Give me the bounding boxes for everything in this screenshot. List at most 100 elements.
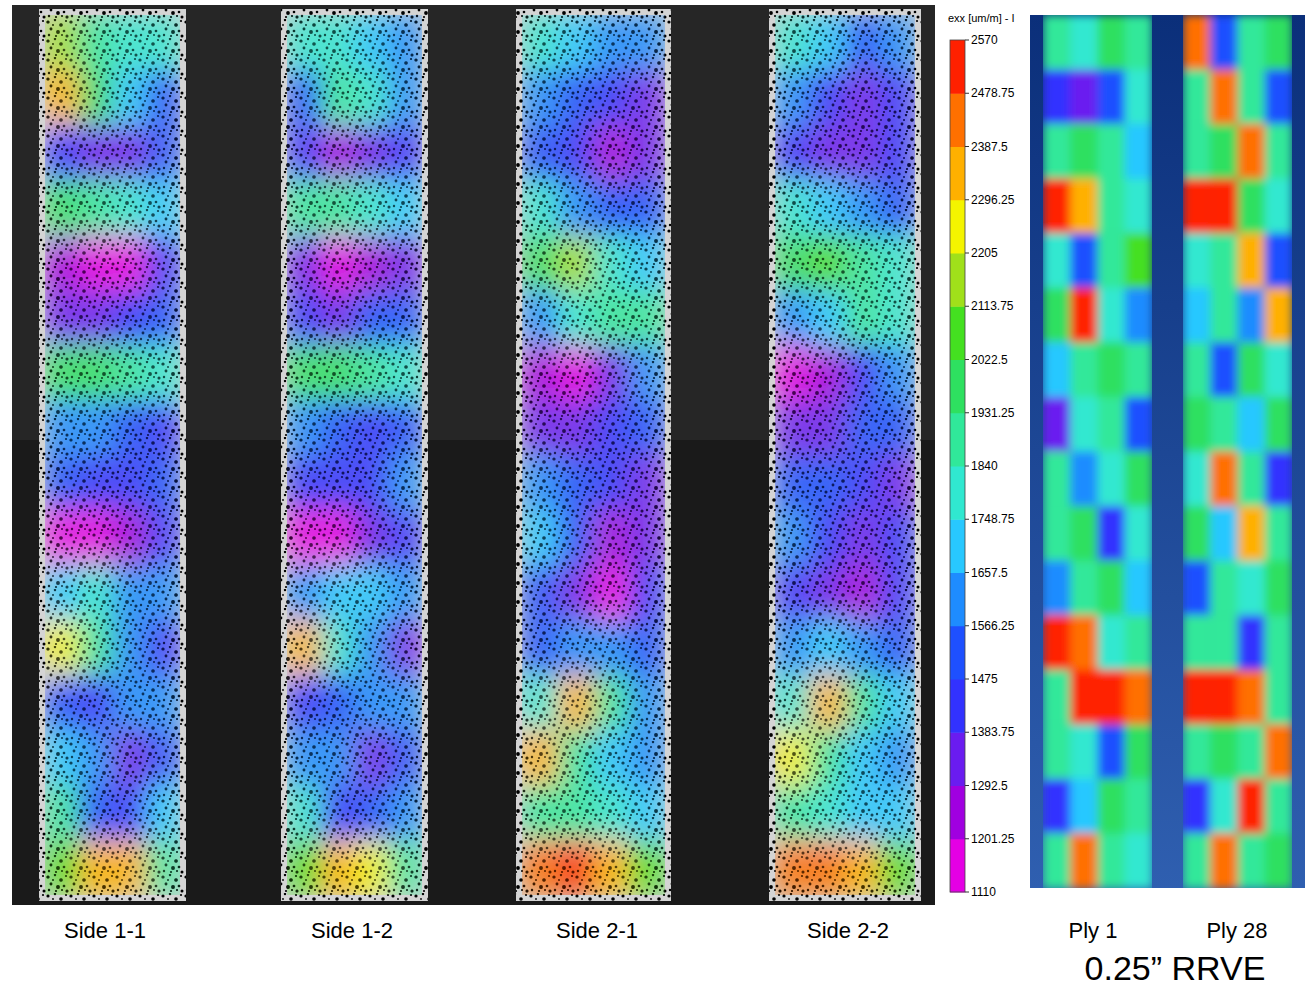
heat-cell: [1043, 670, 1071, 725]
heat-cell: [1238, 179, 1266, 234]
heat-cell: [1265, 670, 1292, 725]
panel-label: Ply 28: [1206, 918, 1267, 943]
field-clip: [287, 15, 422, 895]
colorbar-tick-label: 1840: [971, 459, 998, 473]
colorbar-tick-label: 1292.5: [971, 779, 1008, 793]
field-clip: [522, 15, 665, 895]
heat-cell: [1238, 506, 1266, 561]
heat-cell: [1043, 506, 1071, 561]
colorbar-tick: [965, 519, 969, 520]
specimen-frame: [281, 9, 428, 901]
heat-cell: [1210, 124, 1238, 179]
heat-cell: [1098, 233, 1126, 288]
heat-cell: [1098, 670, 1126, 725]
heat-cell: [1238, 724, 1266, 779]
heat-cell: [1265, 561, 1292, 616]
heat-cell: [1070, 124, 1098, 179]
heat-cell: [1098, 15, 1126, 70]
strain-field: [775, 15, 915, 895]
heat-cell: [1238, 779, 1266, 834]
specimen-speckle: [281, 9, 428, 901]
colorbar-tick: [965, 625, 969, 626]
field-speckle: [775, 15, 915, 895]
heat-cell: [1125, 670, 1152, 725]
heat-cell: [1125, 15, 1152, 70]
colorbar-tick: [965, 146, 969, 147]
colorbar-band: [950, 40, 965, 94]
colorbar-tick-label: 1475: [971, 672, 998, 686]
colorbar-tick-label: 2113.75: [971, 299, 1014, 313]
figure: Side 1-1Side 1-2Side 2-1Side 2-2exx [um/…: [0, 0, 1309, 988]
heat-cell: [1125, 779, 1152, 834]
heat-cell: [1210, 179, 1238, 234]
colorbar-band: [950, 466, 965, 520]
heat-cell: [1125, 615, 1152, 670]
heat-cell: [1265, 288, 1292, 343]
heat-cell: [1070, 70, 1098, 125]
heat-cell: [1043, 452, 1071, 507]
heat-cell: [1210, 615, 1238, 670]
heat-cell: [1238, 833, 1266, 888]
colorbar-tick: [965, 892, 969, 893]
panel-label: Ply 1: [1069, 918, 1118, 943]
colorbar-band: [950, 519, 965, 573]
colorbar-tick: [965, 93, 969, 94]
heat-cell: [1125, 288, 1152, 343]
colorbar-tick: [965, 412, 969, 413]
heat-cell: [1265, 342, 1292, 397]
heat-cell: [1238, 124, 1266, 179]
heat-cell: [1043, 233, 1071, 288]
heat-cell: [1098, 724, 1126, 779]
heat-cell: [1210, 833, 1238, 888]
heat-cell: [1210, 506, 1238, 561]
heat-cell: [1183, 561, 1211, 616]
heat-cell: [1238, 452, 1266, 507]
colorbar-tick: [965, 199, 969, 200]
colorbar-band: [950, 626, 965, 680]
heat-cell: [1125, 179, 1152, 234]
heat-cell: [1238, 342, 1266, 397]
colorbar-tick-label: 2478.75: [971, 86, 1015, 100]
heat-cell: [1238, 288, 1266, 343]
heat-cell: [1070, 397, 1098, 452]
heat-cell: [1265, 452, 1292, 507]
colorbar-band: [950, 253, 965, 307]
heat-cell: [1183, 124, 1211, 179]
field-speckle: [287, 15, 422, 895]
heat-cell: [1238, 615, 1266, 670]
heat-cell: [1210, 342, 1238, 397]
heat-cell: [1098, 179, 1126, 234]
heat-cell: [1183, 452, 1211, 507]
heat-cell: [1183, 670, 1211, 725]
heat-cell: [1125, 342, 1152, 397]
field-clip: [775, 15, 915, 895]
colorbar-tick-label: 1383.75: [971, 725, 1015, 739]
colorbar-label: exx [um/m] - I: [948, 12, 1015, 24]
heat-cell: [1098, 833, 1126, 888]
colorbar-tick-label: 1748.75: [971, 512, 1015, 526]
heat-cell: [1043, 288, 1071, 343]
specimen-speckle: [516, 9, 671, 901]
field-clip: [1183, 15, 1292, 888]
colorbar-tick: [965, 838, 969, 839]
heat-cell: [1125, 124, 1152, 179]
field-clip: [45, 15, 180, 895]
heat-cell: [1043, 561, 1071, 616]
heat-cell: [1070, 670, 1098, 725]
colorbar-tick-label: 1201.25: [971, 832, 1015, 846]
heat-cell: [1043, 833, 1071, 888]
colorbar-band: [950, 732, 965, 786]
heat-cell: [1098, 70, 1126, 125]
heat-cell: [1043, 615, 1071, 670]
heat-cell: [1098, 561, 1126, 616]
heat-cell: [1183, 506, 1211, 561]
colorbar-band: [950, 839, 965, 893]
heat-cell: [1265, 15, 1292, 70]
heat-cell: [1183, 615, 1211, 670]
heat-cell: [1183, 724, 1211, 779]
panel-label: Side 2-1: [556, 918, 638, 943]
heat-cell: [1125, 452, 1152, 507]
field-speckle: [522, 15, 665, 895]
specimen-frame: [769, 9, 921, 901]
heat-cell: [1265, 124, 1292, 179]
